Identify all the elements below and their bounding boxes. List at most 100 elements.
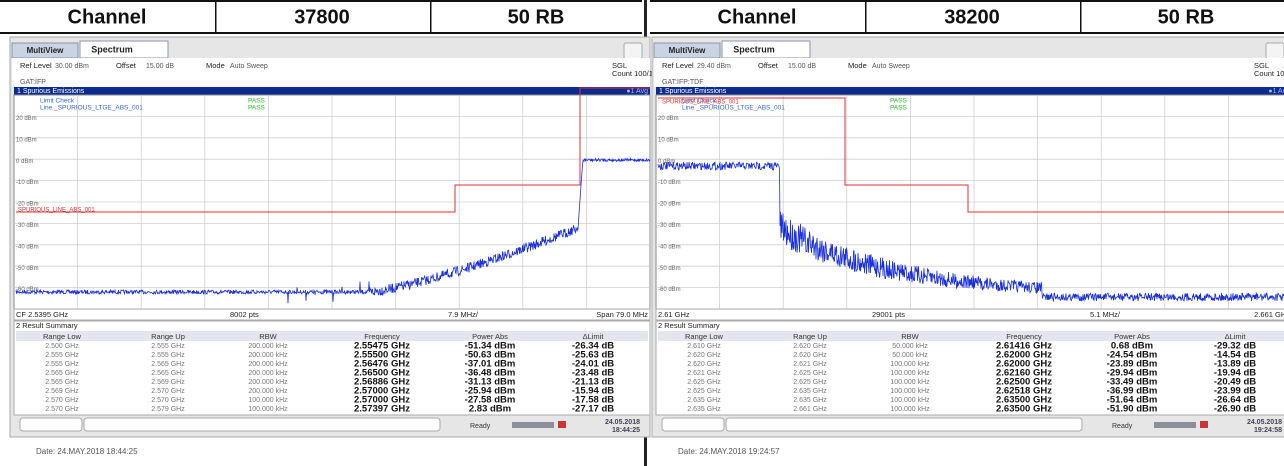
result-cell: 2.620 GHz <box>793 352 827 359</box>
input-box[interactable] <box>83 417 441 432</box>
result-cell: -20.49 dB <box>1214 377 1256 388</box>
result-cell: 2.565 GHz <box>151 370 185 377</box>
result-cell: 100.000 kHz <box>248 397 288 404</box>
status-date: 24.05.2018 <box>605 419 640 426</box>
status-time: 19:24:58 <box>1254 427 1282 434</box>
y-axis-label: -50 dBm <box>658 266 681 272</box>
result-cell: 2.83 dBm <box>469 404 511 415</box>
setting-label: Offset <box>758 61 779 70</box>
result-cell: 2.569 GHz <box>151 379 185 386</box>
header-cell: 50 RB <box>1158 6 1215 28</box>
result-cell: 2.57000 GHz <box>354 395 410 406</box>
header-cell-border <box>215 0 217 34</box>
result-cell: 2.661 GHz <box>793 406 827 413</box>
legend-entry: Limit Check <box>40 98 75 105</box>
result-cell: 2.625 GHz <box>793 379 827 386</box>
header-cell-border <box>865 0 867 34</box>
info-area <box>12 58 650 87</box>
legend-entry: Limit Check <box>682 98 717 105</box>
legend-result: PASS <box>890 105 908 112</box>
result-cell: -31.13 dBm <box>465 377 516 388</box>
result-cell: 2.61416 GHz <box>996 341 1052 352</box>
column-header: Frequency <box>1006 332 1042 341</box>
result-cell: -23.48 dB <box>572 368 614 379</box>
setting-value: 15.00 dB <box>788 63 816 70</box>
result-cell: 200.000 kHz <box>248 343 288 350</box>
result-cell: 2.635 GHz <box>793 388 827 395</box>
legend-result: PASS <box>248 98 266 105</box>
result-cell: 2.620 GHz <box>793 343 827 350</box>
window-button[interactable] <box>1265 42 1284 60</box>
sweep-mode: SGL <box>612 61 627 70</box>
window-button[interactable] <box>623 42 643 60</box>
status-icon <box>558 421 566 428</box>
y-axis-label: -10 dBm <box>16 180 39 186</box>
result-cell: 2.63500 GHz <box>996 404 1052 415</box>
header-cell: 50 RB <box>508 6 565 28</box>
column-header: Power Abs <box>472 332 508 341</box>
y-axis-label: 20 dBm <box>16 116 37 122</box>
status-state: Ready <box>470 423 491 430</box>
gate-setting: GAT:IFP:TDF <box>662 79 703 86</box>
result-cell: 2.62500 GHz <box>996 377 1052 388</box>
result-cell: 2.570 GHz <box>45 397 79 404</box>
y-axis-label: -10 dBm <box>658 180 681 186</box>
result-cell: -26.90 dB <box>1214 404 1256 415</box>
result-cell: -21.13 dB <box>572 377 614 388</box>
result-cell: 2.62000 GHz <box>996 359 1052 370</box>
result-cell: -26.64 dB <box>1214 395 1256 406</box>
results-header <box>658 331 1284 341</box>
setting-label: Mode <box>848 61 867 70</box>
result-cell: 100.000 kHz <box>890 361 930 368</box>
input-box[interactable] <box>661 417 725 432</box>
setting-label: Ref Level <box>662 61 694 70</box>
result-cell: -36.99 dBm <box>1107 386 1158 397</box>
tab-label[interactable]: Spectrum <box>91 44 133 54</box>
setting-label: Offset <box>116 61 137 70</box>
result-cell: 2.555 GHz <box>45 352 79 359</box>
y-axis-label: -40 dBm <box>16 244 39 250</box>
header-cell-border <box>1080 0 1082 34</box>
result-cell: 100.000 kHz <box>890 388 930 395</box>
y-axis-label: 0 dBm <box>16 159 33 165</box>
input-box[interactable] <box>19 417 83 432</box>
legend-result: PASS <box>890 98 908 105</box>
header-cell: Channel <box>68 6 147 28</box>
result-cell: 2.62160 GHz <box>996 368 1052 379</box>
result-cell: 100.000 kHz <box>890 379 930 386</box>
progress-bar <box>512 422 554 428</box>
result-cell: 2.635 GHz <box>687 406 721 413</box>
y-axis-label: -20 dBm <box>658 202 681 208</box>
axis-footer <box>13 308 651 321</box>
result-cell: 2.570 GHz <box>151 397 185 404</box>
y-axis-label: -60 dBm <box>16 287 39 293</box>
x-axis-division: 7.9 MHz/ <box>448 310 479 319</box>
legend-result: PASS <box>248 105 266 112</box>
result-cell: -24.01 dB <box>572 359 614 370</box>
input-box[interactable] <box>725 417 1083 432</box>
result-cell: -51.34 dBm <box>465 341 516 352</box>
y-axis-label: -40 dBm <box>658 244 681 250</box>
x-axis-division: 5.1 MHz/ <box>1090 310 1121 319</box>
result-cell: 2.63500 GHz <box>996 395 1052 406</box>
plot-title-bar <box>14 87 650 95</box>
results-header <box>16 331 648 341</box>
x-axis-points: 8002 pts <box>230 310 259 319</box>
tab-label[interactable]: MultiView <box>27 46 65 55</box>
tab-label[interactable]: Spectrum <box>733 44 775 54</box>
result-cell: 2.625 GHz <box>687 379 721 386</box>
legend-entry: Line _SPURIOUS_LTGE_ABS_001 <box>682 105 785 112</box>
column-header: RBW <box>259 332 277 341</box>
result-cell: -24.54 dBm <box>1107 350 1158 361</box>
result-cell: 2.570 GHz <box>151 388 185 395</box>
setting-label: Ref Level <box>20 61 52 70</box>
y-axis-label: -30 dBm <box>16 223 39 229</box>
tab-label[interactable]: MultiView <box>669 46 707 55</box>
result-cell: -33.49 dBm <box>1107 377 1158 388</box>
x-axis-end: 2.661 GHz <box>1254 310 1284 319</box>
header-cell: Channel <box>718 6 797 28</box>
y-axis-label: -30 dBm <box>658 223 681 229</box>
column-header: Frequency <box>364 332 400 341</box>
column-header: Range Low <box>43 332 82 341</box>
